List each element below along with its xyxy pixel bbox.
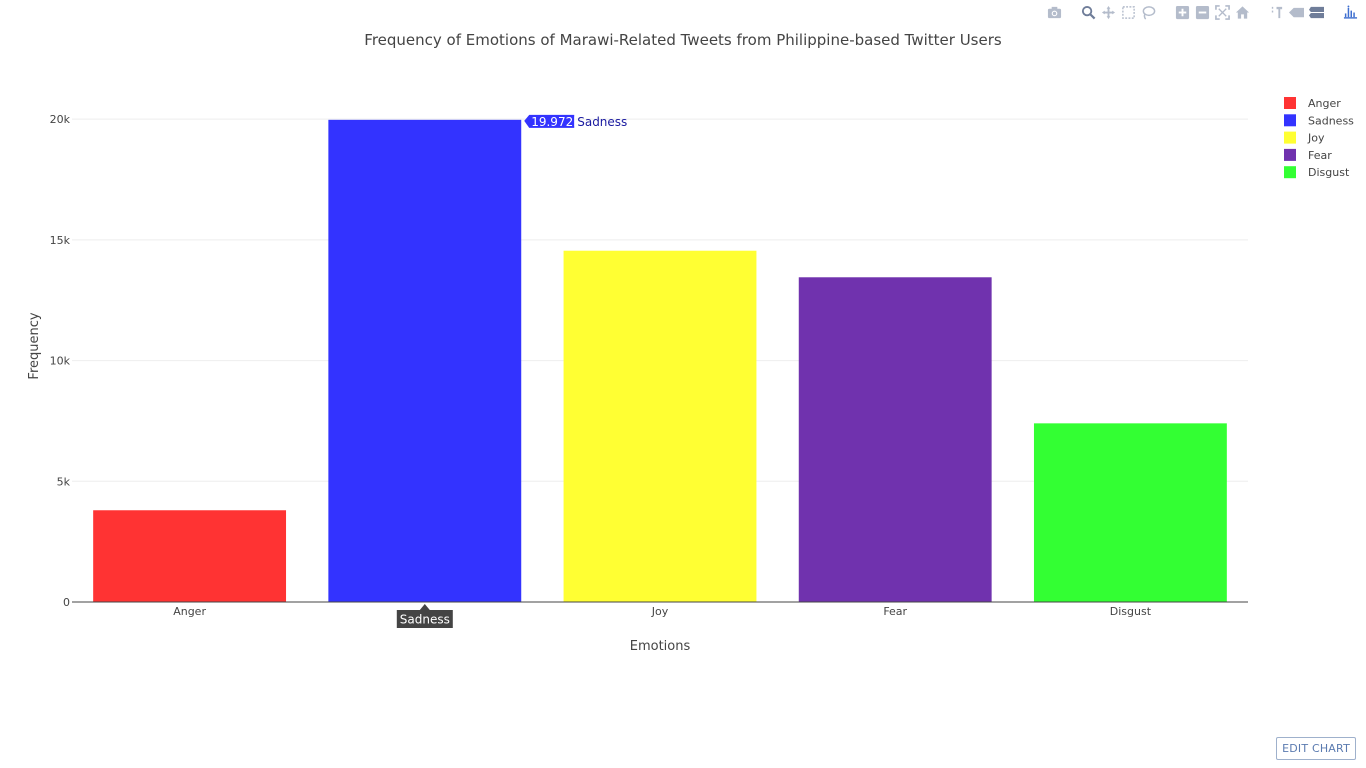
zoom-icon[interactable] [1078, 2, 1098, 22]
y-tick-label: 10k [50, 355, 71, 368]
legend-label: Fear [1308, 149, 1332, 162]
spike-lines-icon[interactable] [1266, 2, 1286, 22]
hover-value-label: 19.972k [531, 115, 580, 129]
x-tick-label: Joy [651, 605, 669, 618]
legend-swatch [1284, 148, 1296, 161]
y-axis-label: Frequency [27, 312, 42, 379]
y-tick-labels: 0 5k 10k 15k 20k [50, 113, 71, 609]
edit-chart-button[interactable]: EDIT CHART [1276, 737, 1356, 760]
hover-axis-label: Sadness [400, 613, 450, 627]
bar-sadness [328, 119, 522, 603]
bar-fear [798, 277, 992, 602]
bars [93, 119, 1227, 603]
legend-swatch [1284, 97, 1296, 109]
y-tick-label: 5k [57, 475, 71, 488]
hover-axis-box [396, 604, 453, 628]
chart-title: Frequency of Emotions of Marawi-Related … [364, 31, 1002, 49]
modebar [1030, 2, 1360, 22]
legend-label: Sadness [1308, 114, 1354, 127]
zoom-out-icon[interactable] [1192, 2, 1212, 22]
home-icon[interactable] [1232, 2, 1252, 22]
legend[interactable]: Anger Sadness Joy Fear Disgust [1284, 97, 1354, 179]
autoscale-icon[interactable] [1212, 2, 1232, 22]
legend-swatch [1284, 166, 1296, 179]
x-tick-label: Anger [173, 605, 206, 618]
hover-value-box [524, 114, 575, 128]
legend-label: Anger [1308, 97, 1341, 110]
legend-item-sadness[interactable]: Sadness [1284, 114, 1354, 127]
legend-swatch [1284, 131, 1296, 144]
plotly-logo-icon[interactable] [1340, 2, 1360, 22]
box-select-icon[interactable] [1118, 2, 1138, 22]
x-tick-labels: Anger Joy Fear Disgust [173, 605, 1152, 618]
legend-label: Joy [1307, 132, 1325, 145]
camera-icon[interactable] [1044, 2, 1064, 22]
y-tick-label: 0 [63, 596, 70, 609]
legend-item-anger[interactable]: Anger [1284, 97, 1341, 110]
x-axis-label: Emotions [630, 639, 691, 654]
x-tick-label: Fear [883, 605, 907, 618]
legend-label: Disgust [1308, 166, 1350, 179]
zoom-in-icon[interactable] [1172, 2, 1192, 22]
hover-closest-icon[interactable] [1286, 2, 1306, 22]
hover-compare-icon[interactable] [1306, 2, 1326, 22]
legend-item-disgust[interactable]: Disgust [1284, 166, 1350, 179]
bar-joy [563, 250, 757, 602]
legend-swatch [1284, 114, 1296, 127]
hover-series-label: Sadness [577, 115, 627, 129]
bar-anger [93, 510, 287, 602]
y-tick-label: 15k [50, 234, 71, 247]
y-tick-label: 20k [50, 113, 71, 126]
lasso-select-icon[interactable] [1138, 2, 1158, 22]
legend-item-joy[interactable]: Joy [1284, 131, 1325, 145]
legend-item-fear[interactable]: Fear [1284, 148, 1332, 162]
pan-icon[interactable] [1098, 2, 1118, 22]
x-tick-label: Disgust [1110, 605, 1152, 618]
bar-disgust [1033, 423, 1227, 602]
